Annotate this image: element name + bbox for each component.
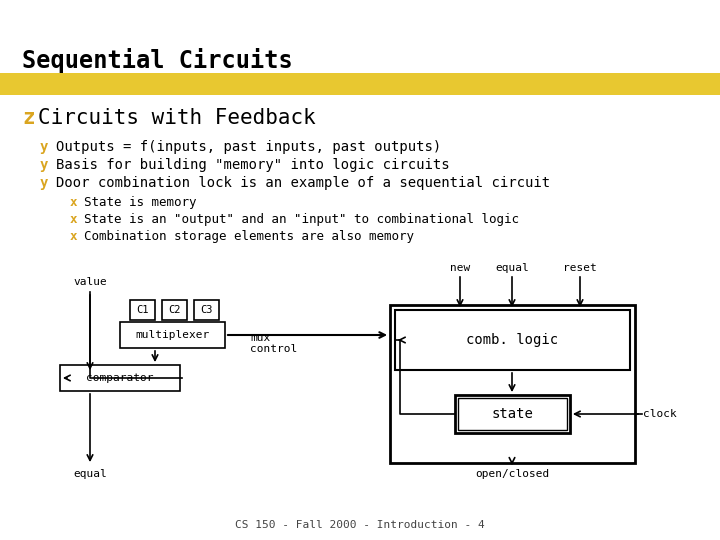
Bar — [455, 395, 570, 433]
Text: y: y — [40, 140, 48, 154]
Text: open/closed: open/closed — [475, 469, 549, 479]
Text: y: y — [40, 158, 48, 172]
Text: new: new — [450, 263, 470, 273]
Text: x: x — [70, 196, 78, 209]
Text: CS 150 - Fall 2000 - Introduction - 4: CS 150 - Fall 2000 - Introduction - 4 — [235, 520, 485, 530]
Bar — [130, 300, 155, 320]
Text: z: z — [22, 108, 35, 128]
Text: Circuits with Feedback: Circuits with Feedback — [38, 108, 316, 128]
Bar — [0, 73, 720, 95]
Bar — [162, 300, 187, 320]
Bar — [395, 310, 630, 370]
Bar — [390, 305, 635, 463]
Text: Combination storage elements are also memory: Combination storage elements are also me… — [84, 230, 414, 243]
Bar — [60, 365, 180, 391]
Text: Basis for building "memory" into logic circuits: Basis for building "memory" into logic c… — [56, 158, 449, 172]
Text: State is memory: State is memory — [84, 196, 197, 209]
Text: Sequential Circuits: Sequential Circuits — [22, 48, 293, 73]
Text: multiplexer: multiplexer — [135, 330, 210, 340]
Text: C1: C1 — [136, 305, 149, 315]
Text: clock: clock — [643, 409, 677, 419]
Text: x: x — [70, 230, 78, 243]
Text: equal: equal — [495, 263, 529, 273]
Text: control: control — [250, 344, 297, 354]
Text: value: value — [73, 277, 107, 287]
Text: equal: equal — [73, 469, 107, 479]
Text: y: y — [40, 176, 48, 190]
Text: mux: mux — [250, 333, 270, 343]
Text: comb. logic: comb. logic — [467, 333, 559, 347]
Text: C3: C3 — [200, 305, 212, 315]
Bar — [120, 322, 225, 348]
Text: Door combination lock is an example of a sequential circuit: Door combination lock is an example of a… — [56, 176, 550, 190]
Text: comparator: comparator — [86, 373, 154, 383]
Text: reset: reset — [563, 263, 597, 273]
Bar — [458, 398, 567, 430]
Text: State is an "output" and an "input" to combinational logic: State is an "output" and an "input" to c… — [84, 213, 519, 226]
Text: C2: C2 — [168, 305, 181, 315]
Text: state: state — [492, 407, 534, 421]
Text: x: x — [70, 213, 78, 226]
Bar — [194, 300, 219, 320]
Text: Outputs = f(inputs, past inputs, past outputs): Outputs = f(inputs, past inputs, past ou… — [56, 140, 441, 154]
